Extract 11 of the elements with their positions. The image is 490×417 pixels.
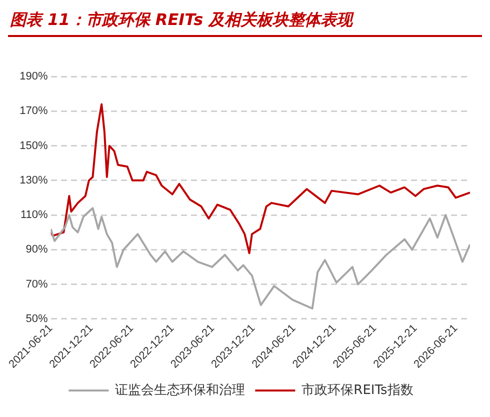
- y-tick-label: 110%: [20, 209, 48, 222]
- y-tick-label: 130%: [20, 174, 48, 186]
- chart-title: 图表 11：市政环保 REITs 及相关板块整体表现: [8, 8, 482, 37]
- legend-label: 证监会生态环保和治理: [115, 382, 246, 398]
- y-tick-label: 70%: [26, 278, 48, 290]
- y-tick-label: 90%: [26, 244, 48, 256]
- y-tick-label: 190%: [20, 70, 48, 83]
- legend-label: 市政环保REITs指数: [302, 382, 414, 398]
- y-tick-label: 150%: [20, 140, 48, 152]
- y-tick-label: 170%: [20, 105, 48, 118]
- y-tick-label: 50%: [26, 312, 48, 325]
